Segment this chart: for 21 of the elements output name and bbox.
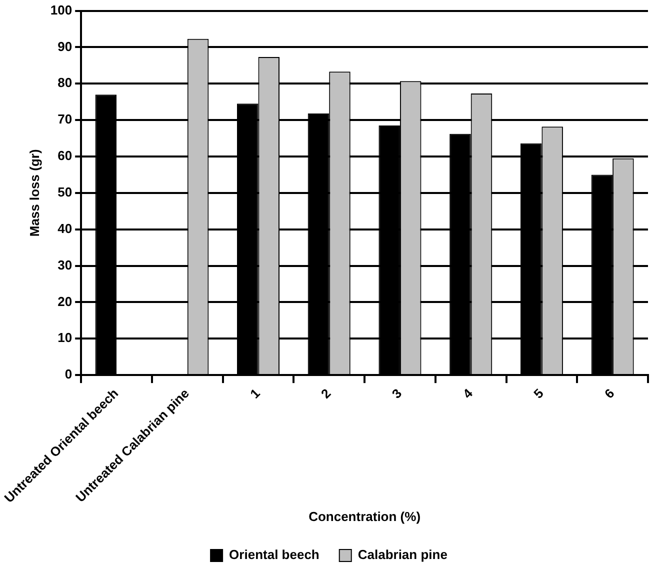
y-tick-label: 60 (58, 148, 72, 164)
y-tick-label: 80 (58, 75, 72, 90)
legend-label: Oriental beech (229, 547, 320, 562)
x-tick-label: 1 (247, 386, 263, 402)
legend-label: Calabrian pine (358, 547, 448, 562)
x-tick-label: 2 (318, 386, 334, 402)
y-tick-label: 10 (58, 330, 72, 346)
x-axis-title: Concentration (%) (308, 508, 421, 524)
y-tick-label: 40 (58, 220, 72, 236)
x-tick-label: 5 (530, 386, 546, 402)
x-tick-label: 4 (460, 385, 476, 402)
y-tick-label: 30 (58, 257, 72, 272)
x-tick-label: 3 (388, 386, 405, 402)
x-tick-label: 6 (601, 386, 618, 402)
y-tick-label: 100 (50, 2, 72, 18)
y-tick-label: 0 (64, 366, 72, 382)
y-axis-title: Mass loss (gr) (27, 149, 42, 237)
y-tick-label: 50 (58, 184, 72, 200)
y-tick-label: 90 (58, 38, 72, 54)
y-tick-label: 70 (58, 112, 72, 127)
y-tick-label: 20 (58, 294, 72, 309)
